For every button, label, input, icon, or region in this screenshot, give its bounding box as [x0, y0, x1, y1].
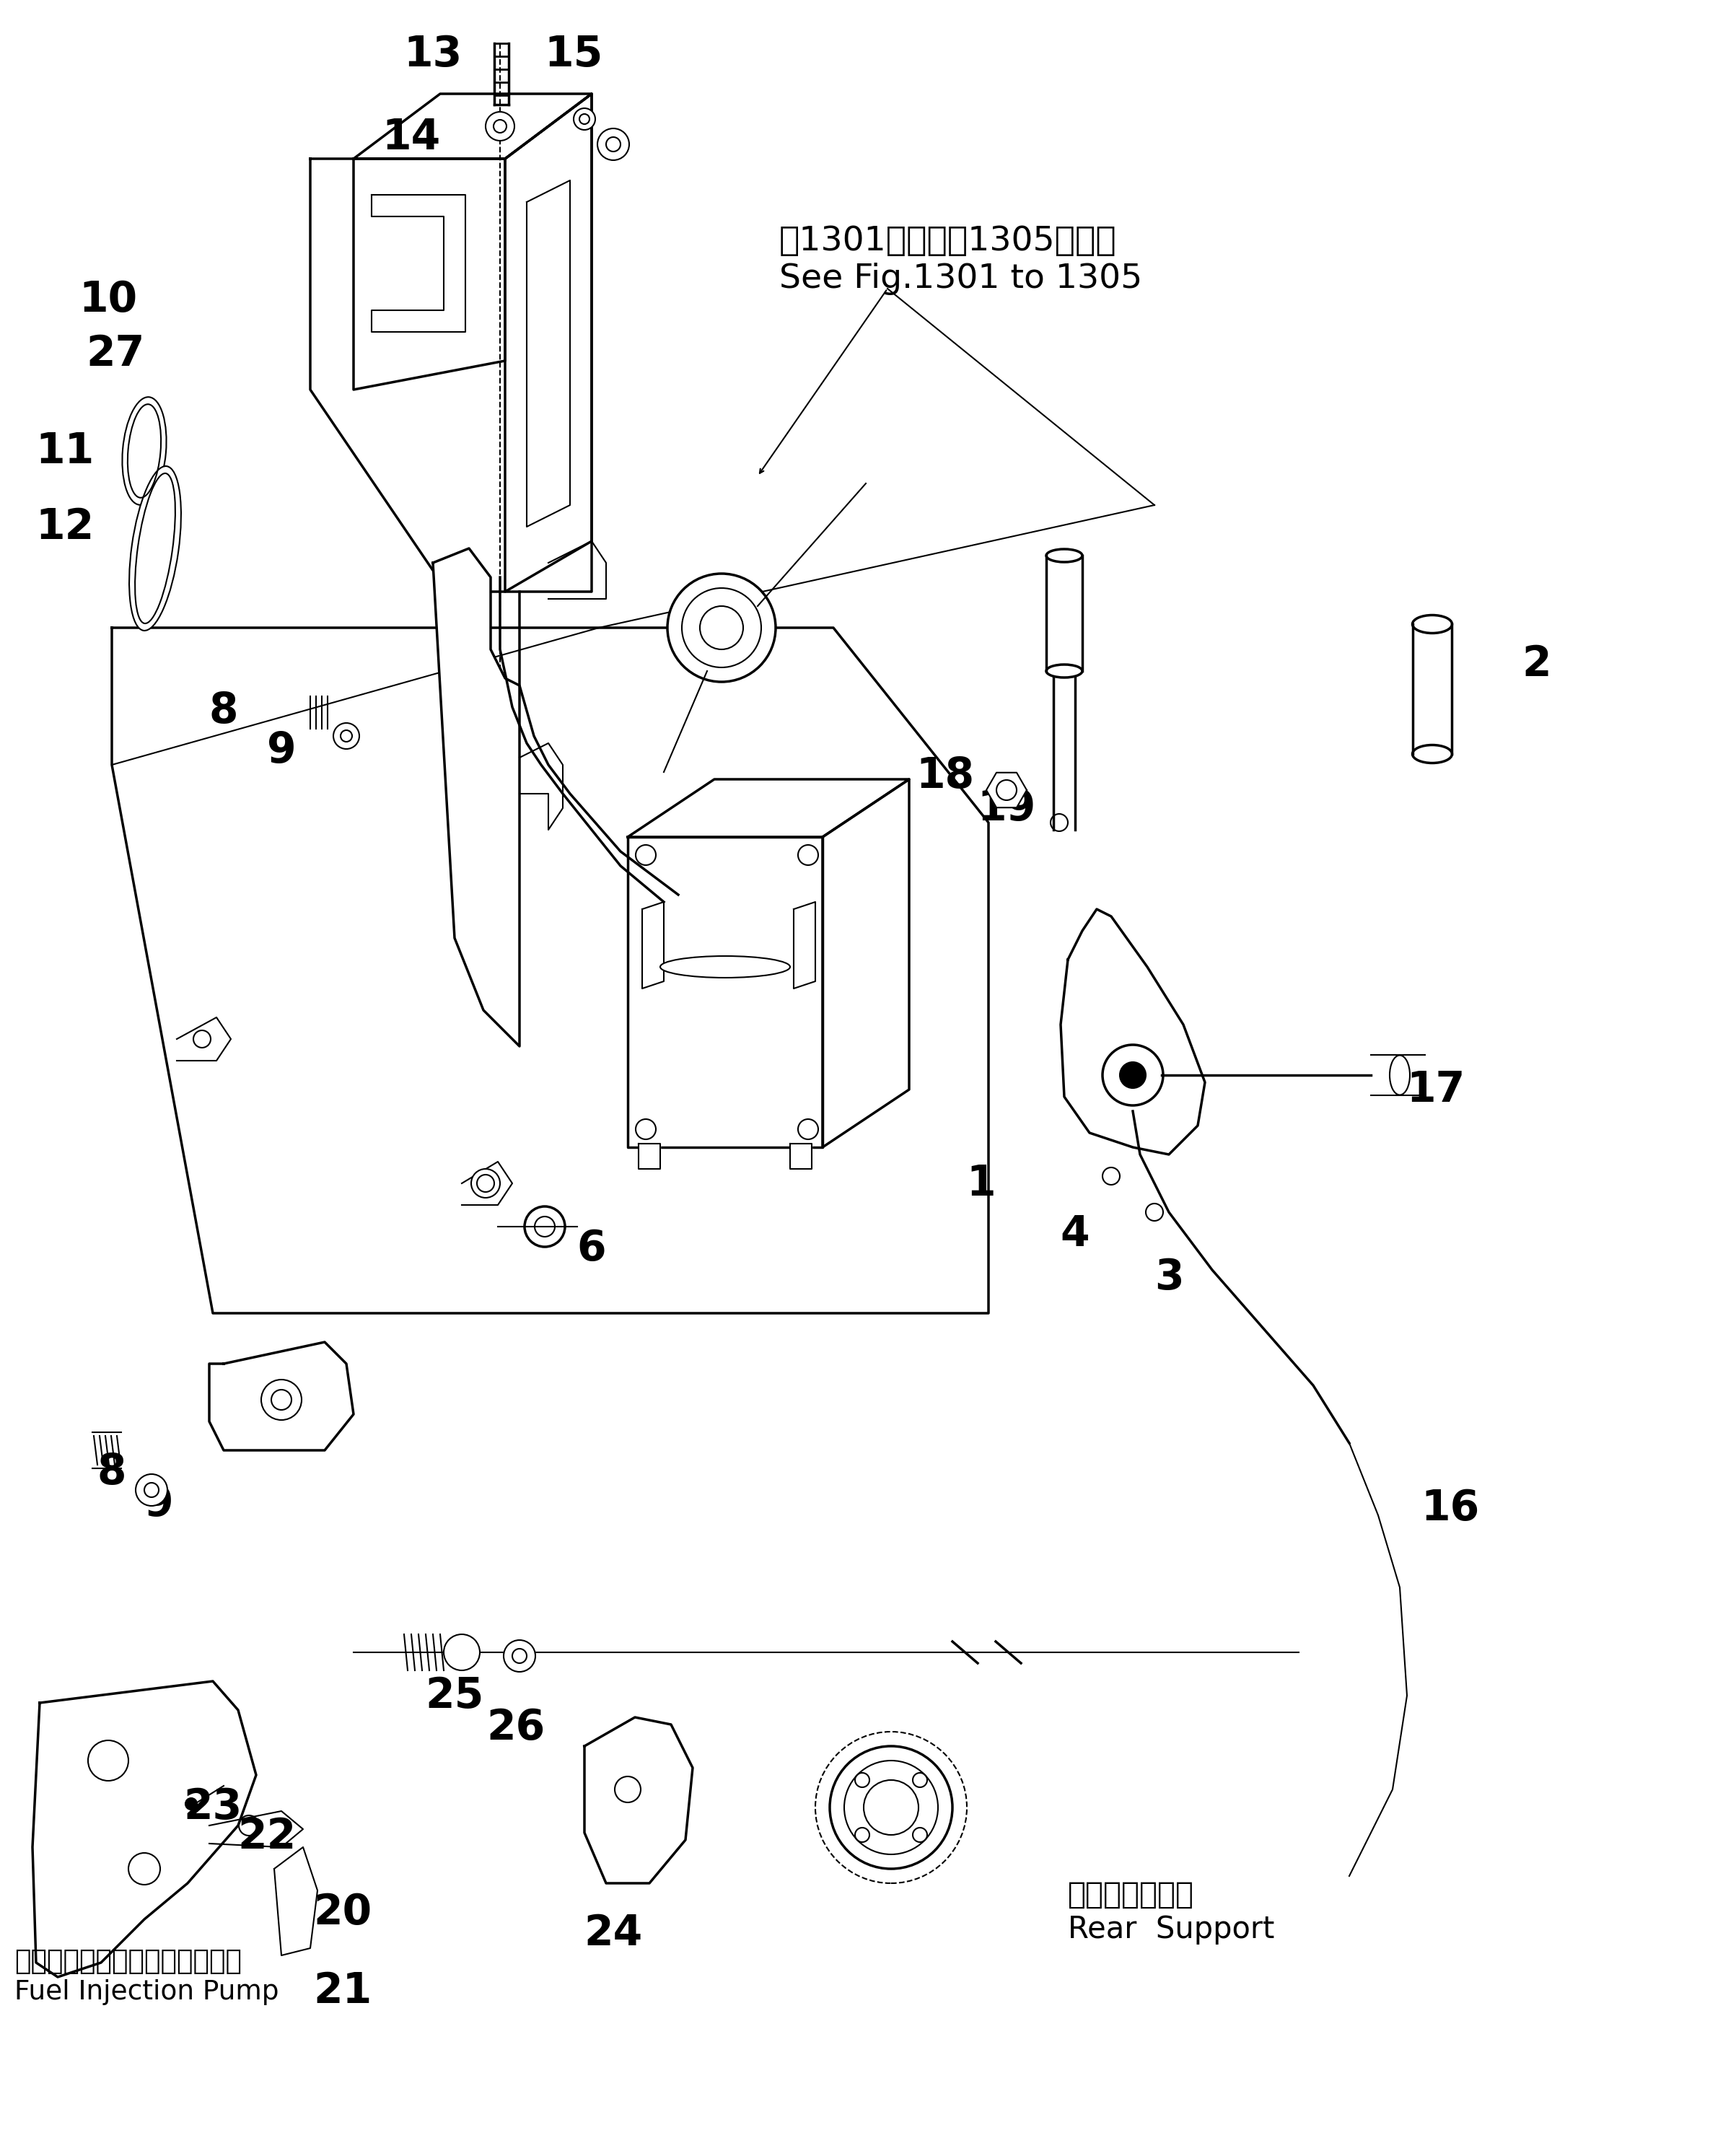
Text: 11: 11 [36, 430, 94, 471]
Text: 17: 17 [1406, 1069, 1465, 1110]
Polygon shape [1061, 910, 1205, 1154]
Polygon shape [628, 837, 823, 1148]
Text: 8: 8 [97, 1451, 127, 1493]
Circle shape [444, 1634, 479, 1670]
Circle shape [667, 573, 776, 682]
Polygon shape [505, 94, 592, 592]
Text: 2: 2 [1522, 643, 1552, 684]
Bar [1047, 556, 1082, 671]
Text: フェルインジェクションポンプ
Fuel Injection Pump: フェルインジェクションポンプ Fuel Injection Pump [14, 1949, 279, 2004]
Circle shape [1050, 814, 1068, 831]
Circle shape [1102, 1046, 1163, 1105]
Text: 18: 18 [917, 756, 974, 797]
Text: 7: 7 [311, 1402, 339, 1442]
Circle shape [186, 1798, 196, 1810]
Text: 13: 13 [403, 34, 462, 75]
Text: 9: 9 [267, 731, 297, 771]
Ellipse shape [1389, 1054, 1410, 1095]
Circle shape [260, 1380, 302, 1421]
Text: 12: 12 [36, 507, 94, 547]
Polygon shape [311, 94, 592, 592]
Text: 20: 20 [314, 1891, 372, 1932]
Circle shape [865, 1781, 918, 1834]
Circle shape [89, 1740, 128, 1781]
Text: 22: 22 [238, 1815, 297, 1857]
Circle shape [503, 1640, 535, 1672]
Polygon shape [210, 1342, 354, 1451]
Polygon shape [639, 1144, 660, 1169]
Ellipse shape [128, 466, 181, 630]
Text: 27: 27 [87, 332, 144, 375]
Circle shape [333, 722, 359, 750]
Polygon shape [851, 1768, 930, 1847]
Text: 3: 3 [1154, 1257, 1184, 1297]
Text: 24: 24 [583, 1913, 642, 1955]
Polygon shape [585, 1717, 693, 1883]
Text: 第1301図から第1305図参照
See Fig.1301 to 1305: 第1301図から第1305図参照 See Fig.1301 to 1305 [779, 226, 1142, 294]
Text: 26: 26 [486, 1708, 545, 1749]
Circle shape [830, 1747, 953, 1868]
Ellipse shape [660, 956, 790, 978]
Polygon shape [33, 1681, 257, 1977]
Circle shape [597, 128, 628, 160]
Text: 25: 25 [425, 1674, 484, 1717]
Text: 19: 19 [977, 788, 1036, 829]
Polygon shape [354, 94, 592, 160]
Text: 1: 1 [967, 1163, 996, 1203]
Text: 10: 10 [78, 279, 137, 320]
Ellipse shape [1047, 550, 1082, 562]
Polygon shape [354, 160, 505, 390]
Text: リヤーサポート
Rear  Support: リヤーサポート Rear Support [1068, 1879, 1274, 1945]
Polygon shape [790, 1144, 812, 1169]
Ellipse shape [1413, 616, 1451, 633]
Text: 21: 21 [314, 1970, 372, 2013]
Polygon shape [628, 780, 910, 837]
Circle shape [1102, 1167, 1120, 1184]
Circle shape [1120, 1063, 1146, 1088]
Text: 16: 16 [1422, 1487, 1479, 1529]
Polygon shape [823, 780, 910, 1148]
Circle shape [573, 109, 595, 130]
Text: 15: 15 [545, 34, 602, 75]
Circle shape [128, 1853, 160, 1885]
Text: 5: 5 [793, 852, 823, 895]
Text: 4: 4 [1061, 1214, 1090, 1255]
Circle shape [700, 607, 743, 650]
Polygon shape [432, 547, 519, 1046]
Text: 6: 6 [576, 1227, 606, 1269]
Ellipse shape [1047, 665, 1082, 677]
Circle shape [486, 113, 514, 141]
Polygon shape [274, 1847, 318, 1955]
Text: 8: 8 [208, 690, 238, 731]
Circle shape [470, 1169, 500, 1197]
Text: 14: 14 [382, 117, 441, 158]
Circle shape [135, 1474, 167, 1506]
Bar [1413, 624, 1451, 754]
Text: 9: 9 [144, 1485, 174, 1525]
Circle shape [524, 1206, 564, 1246]
Polygon shape [111, 628, 988, 1314]
Text: 23: 23 [184, 1787, 241, 1828]
Ellipse shape [122, 396, 167, 505]
Polygon shape [986, 773, 1026, 807]
Ellipse shape [1413, 746, 1451, 763]
